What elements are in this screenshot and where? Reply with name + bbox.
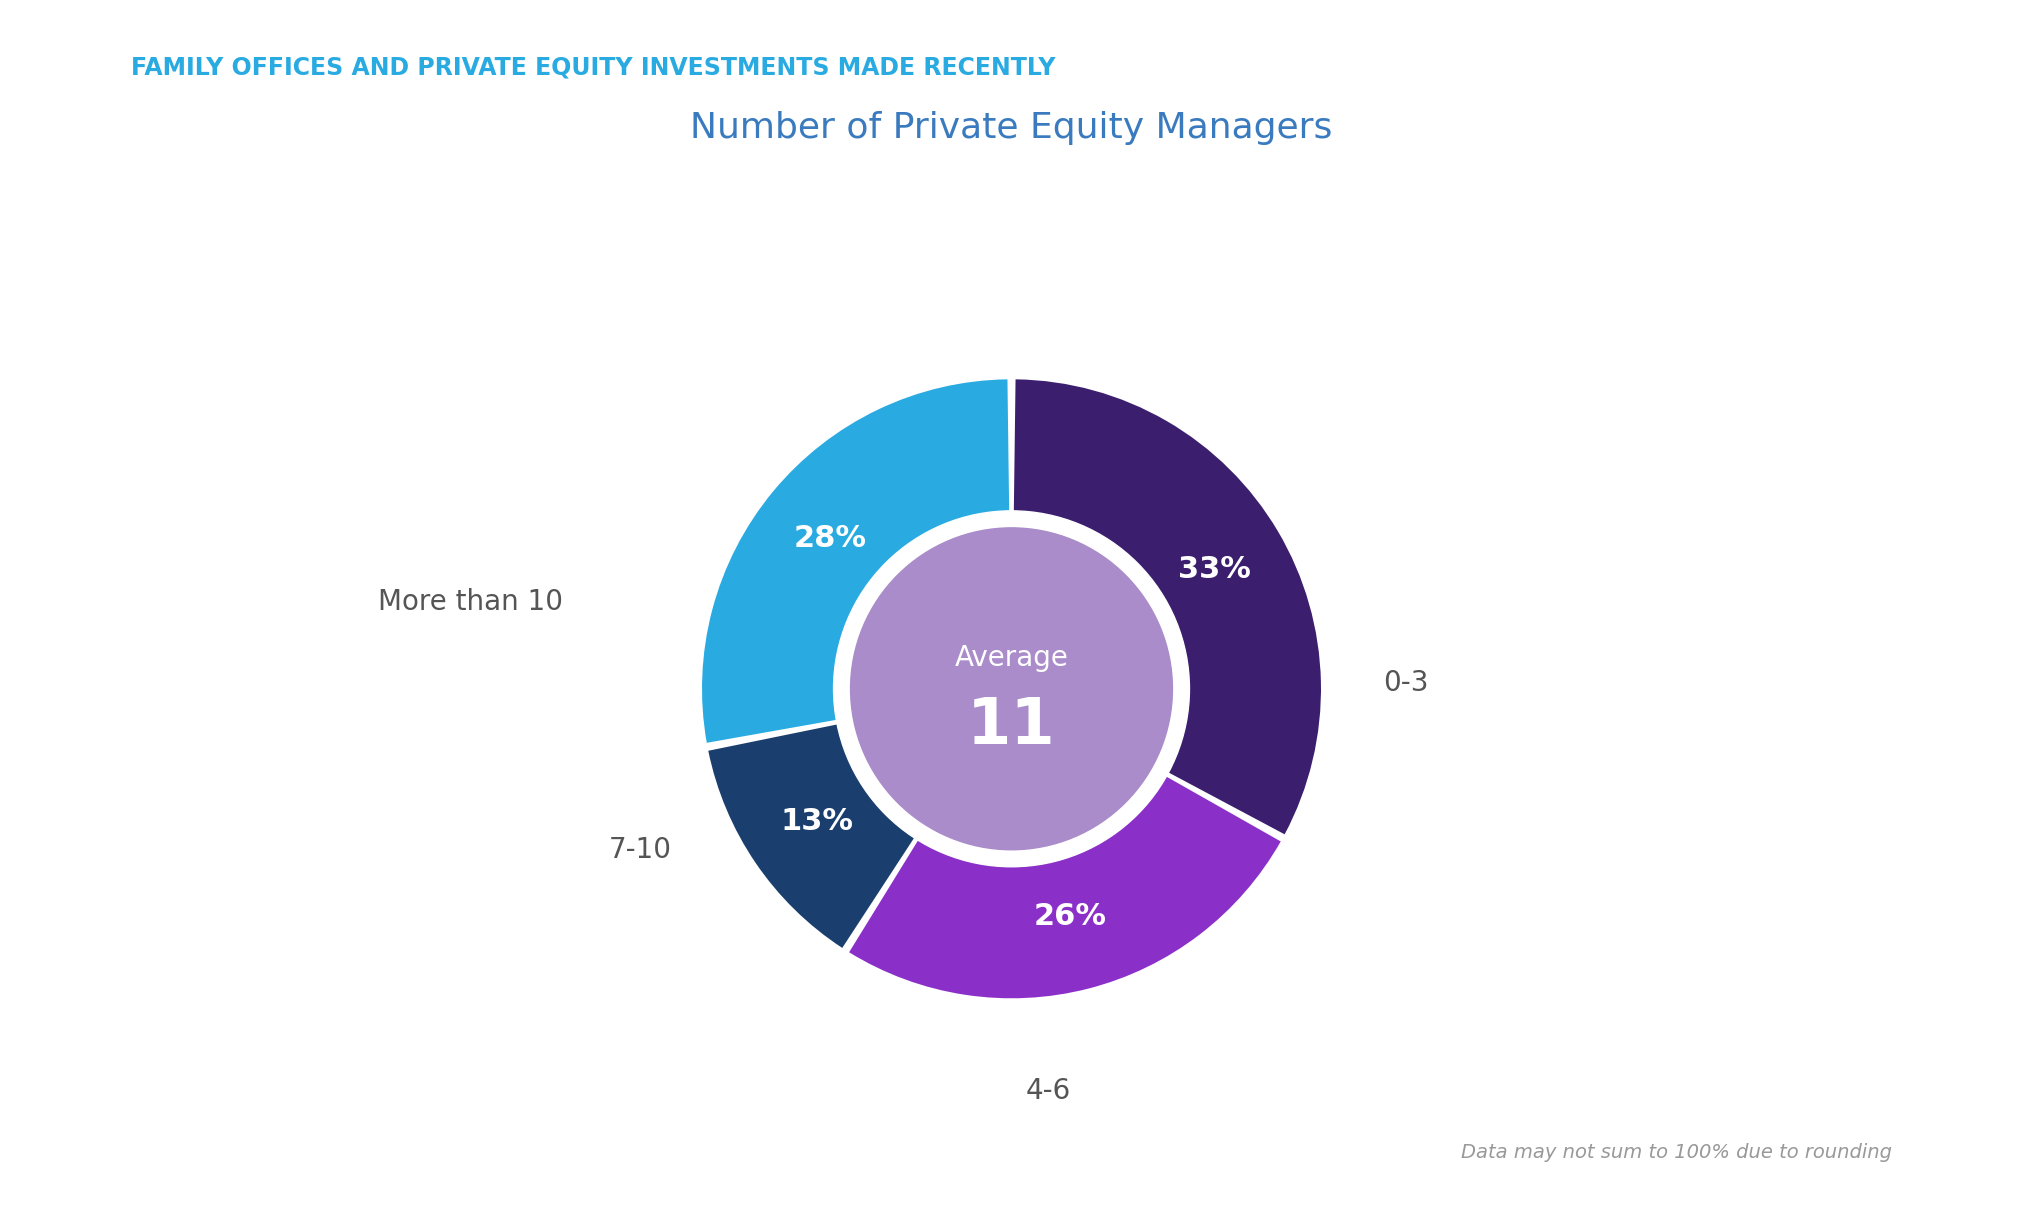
Text: More than 10: More than 10 [378,588,562,616]
Text: 4-6: 4-6 [1026,1077,1072,1105]
Text: 7-10: 7-10 [609,835,672,863]
Text: 26%: 26% [1034,902,1107,931]
Text: 28%: 28% [793,524,866,554]
Text: 0-3: 0-3 [1384,669,1428,696]
Text: 13%: 13% [781,807,854,835]
Circle shape [833,510,1190,867]
Circle shape [850,528,1173,850]
Wedge shape [1014,379,1321,834]
Text: Average: Average [955,643,1068,672]
Text: FAMILY OFFICES AND PRIVATE EQUITY INVESTMENTS MADE RECENTLY: FAMILY OFFICES AND PRIVATE EQUITY INVEST… [131,55,1056,80]
Text: 11: 11 [967,695,1056,756]
Wedge shape [702,379,1009,743]
Wedge shape [850,769,1281,999]
Text: 33%: 33% [1177,555,1250,583]
Text: Number of Private Equity Managers: Number of Private Equity Managers [690,111,1333,145]
Wedge shape [708,721,922,948]
Text: Data may not sum to 100% due to rounding: Data may not sum to 100% due to rounding [1461,1144,1892,1162]
